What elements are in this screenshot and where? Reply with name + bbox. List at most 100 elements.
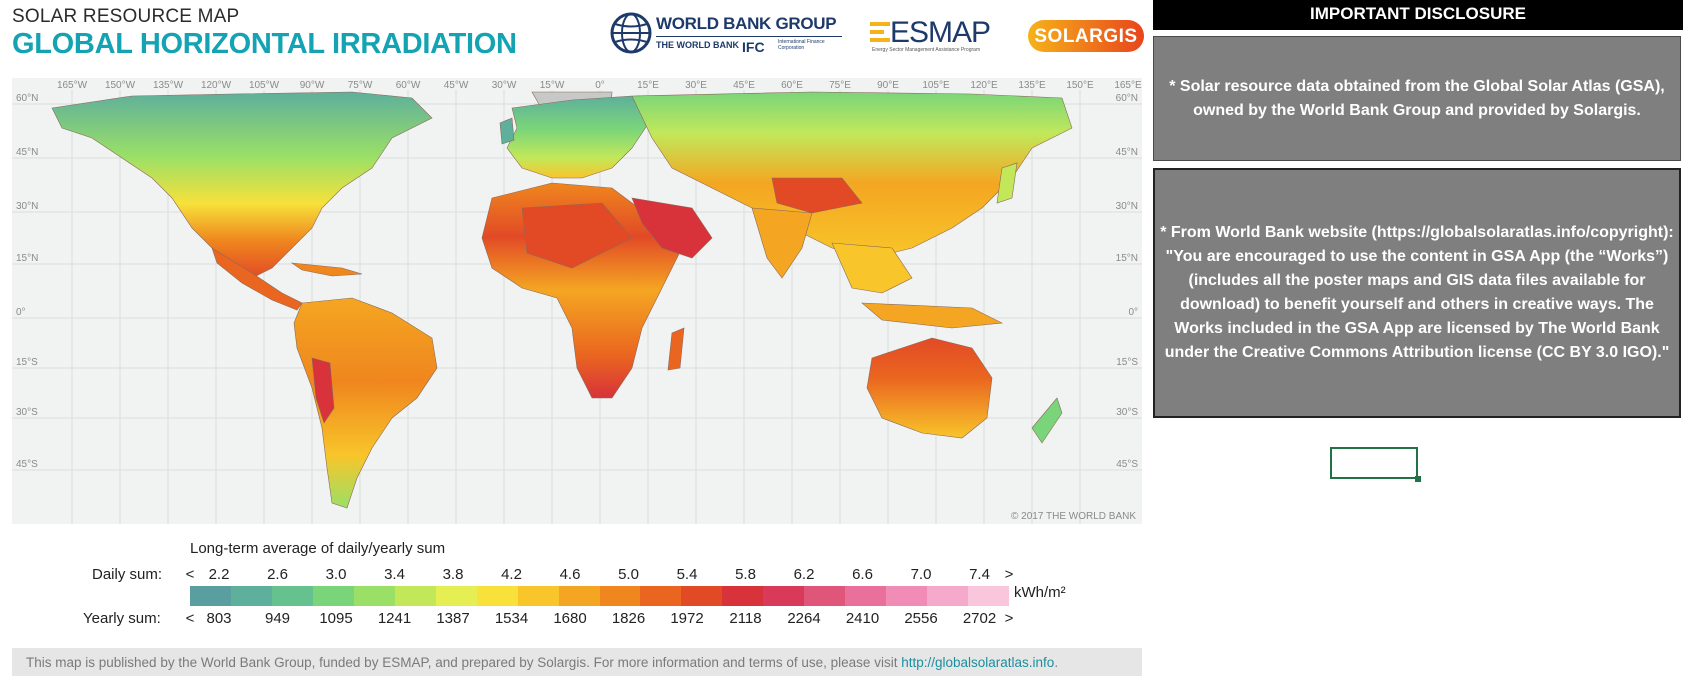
latitude-tick-left: 15°N (16, 253, 38, 264)
solargis-logo: SOLARGIS (1028, 20, 1144, 52)
legend-swatch (476, 586, 518, 606)
sahara-core (521, 202, 633, 269)
legend-swatch (927, 586, 969, 606)
solargis-name: SOLARGIS (1034, 26, 1138, 47)
latitude-tick-right: 15°N (1116, 253, 1138, 264)
longitude-tick: 30°W (492, 80, 517, 91)
map-footer: This map is published by the World Bank … (12, 648, 1142, 676)
legend-swatch (886, 586, 928, 606)
latitude-tick-right: 45°S (1116, 459, 1138, 470)
legend-daily-value: 3.4 (384, 566, 405, 583)
longitude-tick: 90°E (877, 80, 899, 91)
legend-swatch (599, 586, 641, 606)
logo-divider (656, 36, 842, 37)
legend-yearly-value: 1095 (319, 610, 353, 627)
latitude-tick-right: 0° (1128, 307, 1138, 318)
legend-swatch (968, 586, 1010, 606)
legend-swatch (763, 586, 805, 606)
longitude-tick: 45°W (444, 80, 469, 91)
legend-yearly-value: 2118 (729, 610, 762, 627)
map-copyright: © 2017 THE WORLD BANK (1011, 511, 1136, 522)
japan (996, 162, 1018, 204)
legend-daily-value: 5.8 (735, 566, 756, 583)
andes-highlands (311, 357, 335, 424)
legend-daily-value: 3.0 (325, 566, 347, 583)
esmap-name: ESMAP (890, 16, 991, 49)
disclosure-text-license: * From World Bank website (https://globa… (1160, 224, 1674, 361)
indonesia (861, 302, 1004, 329)
world-bank-logo: WORLD BANK GROUP THE WORLD BANK IFC Inte… (610, 12, 842, 60)
legend-swatch (435, 586, 477, 606)
legend-color-bar (190, 586, 1010, 606)
world-bank-sub: THE WORLD BANK (656, 40, 739, 50)
legend-daily-value: 3.8 (442, 566, 464, 583)
legend-title: Long-term average of daily/yearly sum (190, 540, 446, 557)
world-bank-group-name: WORLD BANK GROUP (656, 14, 837, 33)
legend-daily-value: 5.4 (676, 566, 698, 583)
australia (866, 337, 993, 439)
legend-daily-value: 2.6 (267, 566, 288, 583)
legend-yearly-value: 2410 (845, 610, 880, 627)
selected-cell[interactable] (1330, 447, 1418, 479)
longitude-ticks: 165°W 150°W 135°W 120°W 105°W 90°W 75°W 60°W 45°… (57, 80, 1142, 91)
longitude-tick: 75°W (348, 80, 373, 91)
footer-text-end: . (1054, 655, 1059, 670)
esmap-bolt-icon (870, 22, 890, 42)
latitude-tick-left: 0° (16, 307, 26, 318)
legend-yearly-value: 2702 (962, 610, 997, 627)
fill-handle[interactable] (1415, 476, 1421, 482)
latitude-tick-right: 30°N (1116, 201, 1138, 212)
map-title: GLOBAL HORIZONTAL IRRADIATION (12, 28, 517, 60)
legend-yearly-value: 1534 (494, 610, 529, 627)
legend-swatch (722, 586, 764, 606)
legend-yearly-value: 1680 (553, 610, 587, 627)
legend-swatch (230, 586, 272, 606)
latitude-ticks: 60°N 60°N 45°N 45°N 30°N 30°N 15°N 15°N 0° 0° 15°S… (16, 93, 1138, 470)
latitude-tick-right: 30°S (1116, 407, 1138, 418)
latitude-tick-left: 30°S (16, 407, 38, 418)
footer-link[interactable]: http://globalsolaratlas.info (901, 655, 1055, 670)
disclosure-header: IMPORTANT DISCLOSURE (1153, 0, 1683, 30)
legend-swatch (558, 586, 600, 606)
india (751, 207, 813, 279)
solar-irradiation-map: 165°W 150°W 135°W 120°W 105°W 90°W 75°W 60°W 45°… (12, 78, 1142, 524)
longitude-tick: 75°E (829, 80, 851, 91)
globe-icon (610, 12, 652, 54)
legend-daily-value: 6.2 (793, 566, 815, 583)
latitude-tick-left: 45°S (16, 459, 38, 470)
legend-yearly-greater-than: > (1004, 610, 1014, 627)
latitude-tick-left: 45°N (16, 147, 38, 158)
longitude-tick: 60°W (396, 80, 421, 91)
arabia (631, 197, 713, 259)
central-america (211, 247, 303, 311)
legend-swatch (845, 586, 887, 606)
legend-yearly-less-than: < (185, 610, 195, 627)
longitude-tick: 45°E (733, 80, 755, 91)
longitude-tick: 120°W (201, 80, 232, 91)
longitude-tick: 150°E (1066, 80, 1094, 91)
longitude-tick: 120°E (970, 80, 998, 91)
madagascar (667, 327, 685, 371)
longitude-tick: 150°W (105, 80, 136, 91)
disclosure-box-gsa[interactable]: * Solar resource data obtained from the … (1153, 36, 1681, 161)
footer-text-body: This map is published by the World Bank … (26, 655, 902, 670)
latitude-tick-left: 60°N (16, 93, 38, 104)
legend-unit: kWh/m² (1014, 584, 1066, 601)
new-zealand (1031, 397, 1063, 444)
legend-yearly-value: 1241 (377, 610, 412, 627)
legend-swatch (517, 586, 559, 606)
ifc-name: IFC (742, 39, 765, 55)
latitude-tick-left: 15°S (16, 357, 38, 368)
latitude-tick-right: 15°S (1116, 357, 1138, 368)
latitude-tick-right: 60°N (1116, 93, 1138, 104)
legend-daily-value: 7.4 (969, 566, 990, 583)
ifc-sub: International Finance Corporation (778, 39, 825, 51)
legend-daily-value: 2.2 (208, 566, 230, 583)
legend-yearly-value: 1826 (611, 610, 646, 627)
asia (631, 91, 1073, 259)
disclosure-box-license[interactable]: * From World Bank website (https://globa… (1153, 168, 1681, 418)
map-subtitle: SOLAR RESOURCE MAP (12, 6, 240, 27)
legend-swatch (640, 586, 682, 606)
legend-yearly-value: 1387 (436, 610, 470, 627)
longitude-tick: 15°W (540, 80, 565, 91)
